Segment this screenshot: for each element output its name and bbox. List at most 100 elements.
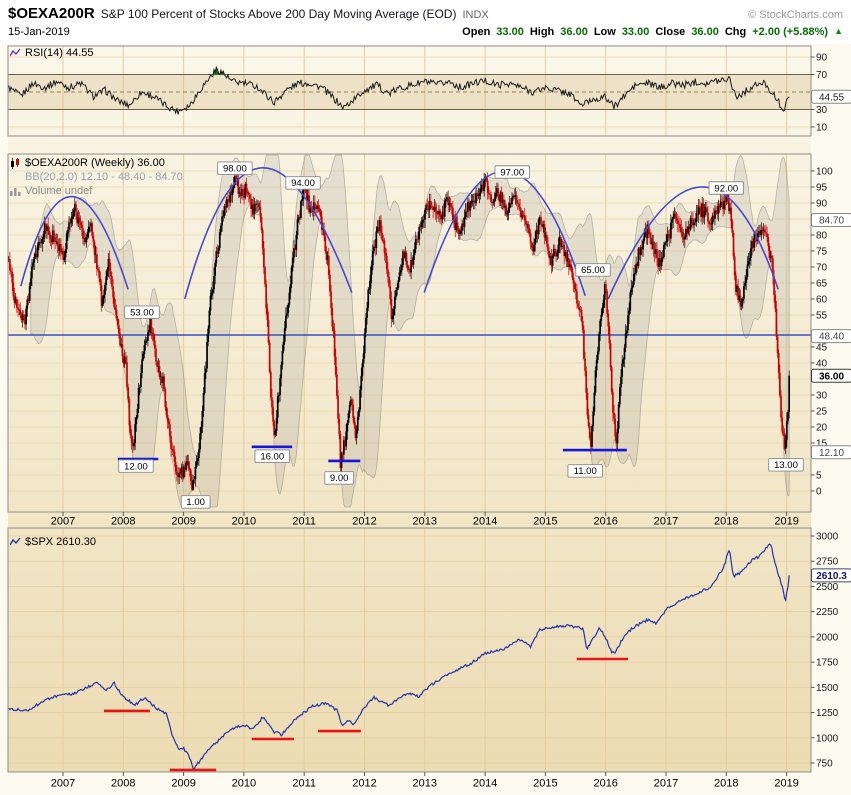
ohlc-value: 33.00	[621, 26, 650, 38]
price-annotation-box	[180, 495, 211, 509]
value-badge-text: 44.55	[819, 92, 844, 103]
exchange-label: INDX	[462, 9, 489, 21]
price-annotation-box	[254, 449, 290, 463]
axis-tick-label: 45	[816, 343, 828, 354]
axis-tick-label: 80	[816, 231, 828, 242]
x-axis-year-label: 2008	[111, 778, 135, 790]
x-axis-year-label: 2013	[413, 778, 437, 790]
price-annotation-text: 12.00	[124, 461, 148, 472]
axis-tick-label: 10	[816, 123, 828, 134]
value-badge-text: 2610.3	[816, 571, 847, 582]
up-arrow-icon: ▲	[834, 26, 843, 36]
price-annotation-text: 94.00	[291, 178, 315, 189]
x-axis-year-label: 2011	[292, 516, 316, 528]
chart-canvas: 90 70 30 10 44.55 100 95 90 80 75 70 65 60 55 45 40 30 25…	[7, 45, 851, 790]
axis-tick-label: 95	[816, 183, 828, 194]
x-axis-year-label: 2010	[232, 778, 256, 790]
ohlc-label: Open	[462, 26, 491, 38]
ohlc-label: Close	[655, 26, 686, 38]
axis-tick-label: 25	[816, 407, 828, 418]
price-annotation-box	[285, 176, 321, 190]
price-annotation-text: 1.00	[186, 497, 205, 508]
quote-strip: Open 33.00 High 36.00 Low 33.00 Close 36…	[462, 26, 843, 38]
axis-tick-label: 30	[816, 105, 828, 116]
axis-tick-label: 2250	[816, 607, 839, 618]
axis-tick-label: 30	[816, 391, 828, 402]
spx-price-line	[8, 543, 790, 770]
axis-tick-label: 2750	[816, 557, 839, 568]
value-badge-text: 48.40	[819, 332, 844, 343]
price-annotation-box	[324, 471, 355, 485]
price-annotation-box	[118, 459, 154, 473]
axis-tick-label: 2000	[816, 632, 839, 643]
value-badge	[811, 568, 851, 583]
ohlc-value: 36.00	[560, 26, 588, 38]
price-annotation-text: 53.00	[130, 307, 154, 318]
x-axis-year-label: 2014	[473, 778, 497, 790]
x-axis-year-label: 2007	[51, 778, 75, 790]
x-axis-year-label: 2018	[714, 778, 738, 790]
value-badge	[811, 368, 851, 383]
axis-tick-label: 1750	[816, 658, 839, 669]
price-annotation-box	[494, 165, 530, 179]
price-annotation-text: 92.00	[714, 183, 738, 194]
panel-border	[7, 527, 812, 773]
price-annotation-box	[575, 263, 611, 277]
candlestick-series	[8, 171, 791, 491]
x-axis-year-label: 2012	[352, 778, 376, 790]
value-badge-text: 12.10	[819, 448, 844, 459]
x-axis-year-label: 2016	[593, 516, 617, 528]
x-axis-year-label: 2016	[593, 778, 617, 790]
price-annotation-text: 98.00	[223, 163, 247, 174]
x-axis-year-label: 2014	[473, 516, 497, 528]
axis-tick-label: 15	[816, 439, 828, 450]
value-badge	[811, 89, 851, 104]
axis-tick-label: 5	[816, 471, 822, 482]
price-annotation-box	[708, 181, 744, 195]
price-annotation-text: 9.00	[330, 473, 349, 484]
axis-tick-label: 2500	[816, 582, 839, 593]
price-annotation-box	[124, 305, 160, 319]
x-axis-year-label: 2017	[654, 778, 678, 790]
value-badge	[811, 445, 851, 460]
x-axis-year-label: 2008	[111, 516, 135, 528]
axis-tick-label: 65	[816, 279, 828, 290]
header-quote-row: 15-Jan-2019 Open 33.00 High 36.00 Low 33…	[8, 26, 843, 38]
symbol: $OEXA200R	[8, 5, 95, 22]
header-title-row: $OEXA200R S&P 100 Percent of Stocks Abov…	[8, 5, 843, 22]
price-annotation-box	[768, 458, 804, 472]
axis-tick-label: 55	[816, 311, 828, 322]
ohlc-value: 36.00	[691, 26, 719, 38]
price-annotation-text: 16.00	[260, 451, 284, 462]
copyright: © StockCharts.com	[748, 9, 843, 21]
axis-tick-label: 20	[816, 423, 828, 434]
x-axis-year-label: 2018	[714, 516, 738, 528]
x-axis-year-label: 2010	[232, 516, 256, 528]
x-axis-year-label: 2012	[352, 516, 376, 528]
ohlc-label: High	[529, 26, 555, 38]
date-label: 15-Jan-2019	[8, 26, 70, 38]
price-annotation-box	[217, 161, 253, 175]
rsi-line	[8, 65, 790, 115]
blue-arc-annotation	[607, 186, 779, 300]
axis-tick-label: 60	[816, 295, 828, 306]
x-axis-year-label: 2019	[774, 778, 798, 790]
x-axis-year-label: 2015	[533, 516, 557, 528]
right-axis: 90 70 30 10 44.55 100 95 90 80 75 70 65 60 55 45 40 30 25…	[811, 53, 851, 770]
grid	[8, 46, 811, 772]
value-badge-text: 36.00	[819, 371, 844, 382]
axis-tick-label: 750	[816, 759, 833, 770]
blue-arc-annotation	[20, 195, 129, 290]
x-axis-year-label: 2009	[171, 778, 195, 790]
price-annotation-box	[567, 464, 603, 478]
x-axis-year-label: 2007	[51, 516, 75, 528]
x-axis-year-label: 2015	[533, 778, 557, 790]
axis-tick-label: 40	[816, 359, 828, 370]
panel-border	[7, 45, 812, 137]
ohlc-label: Low	[593, 26, 616, 38]
axis-tick-label: 0	[816, 487, 822, 498]
axis-tick-label: 3000	[816, 532, 839, 543]
axis-tick-label: 90	[816, 199, 828, 210]
axis-tick-label: 1500	[816, 683, 839, 694]
